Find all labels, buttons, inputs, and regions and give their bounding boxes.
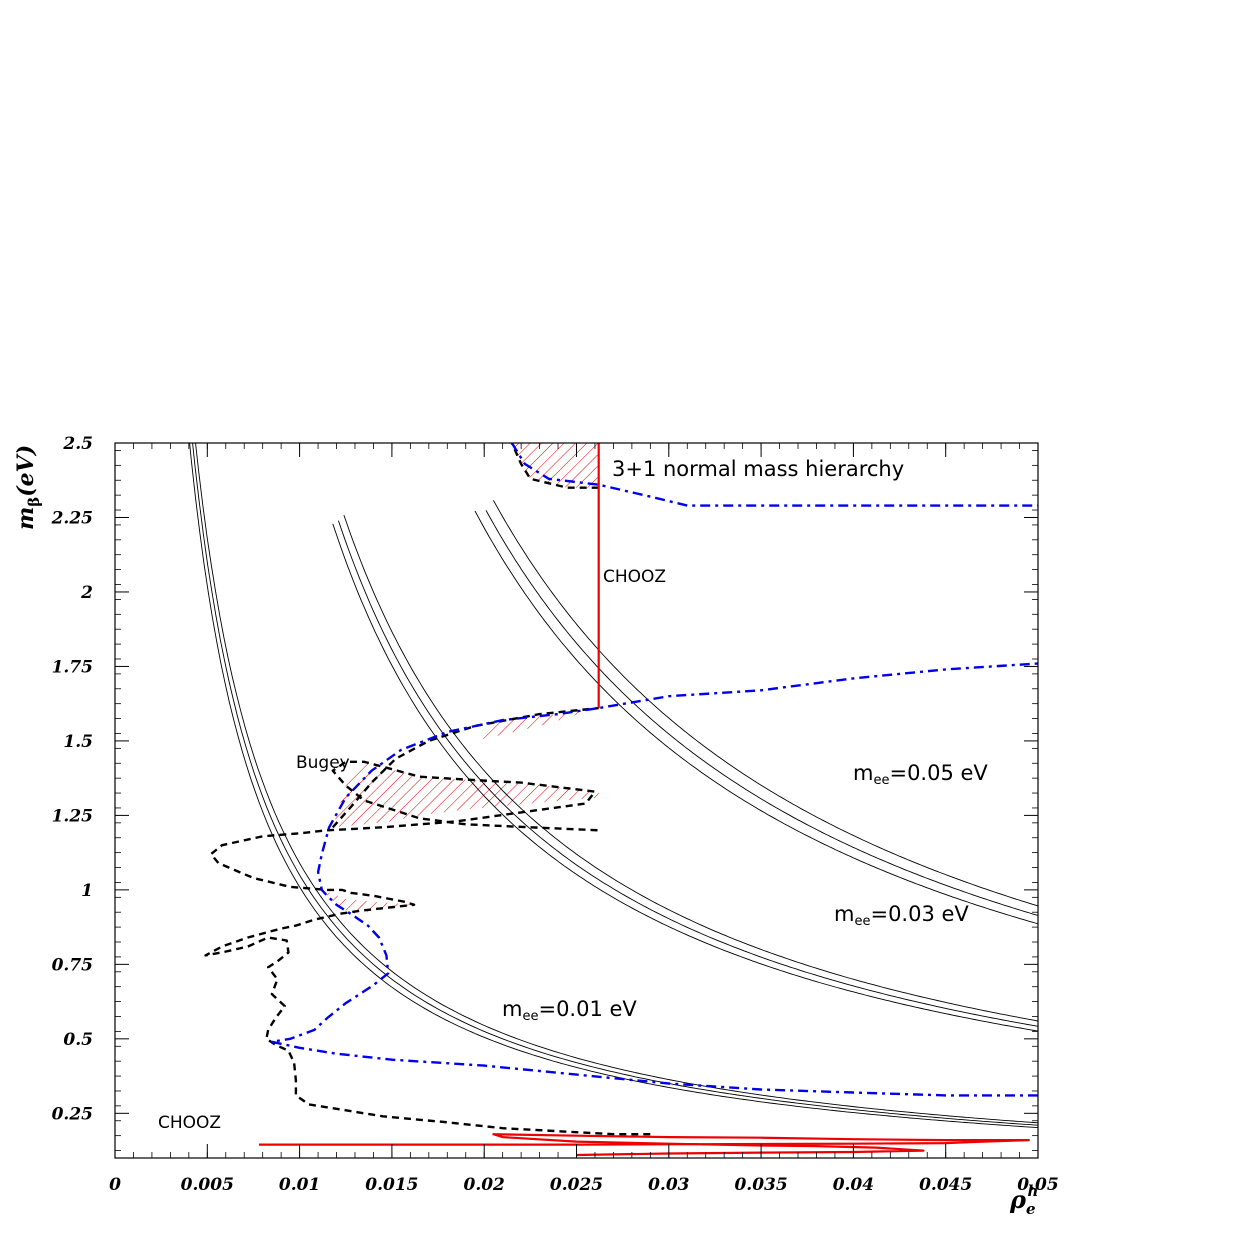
mee-band-line: [337, 520, 1038, 1027]
mee-005-m: m: [853, 761, 873, 785]
mee-band-line: [474, 510, 1038, 925]
mee-001-label: mee=0.01 eV: [502, 997, 637, 1024]
mee-001-sub: ee: [522, 1009, 538, 1024]
mee-band-line: [485, 510, 1038, 916]
mee-005-val: =0.05 eV: [889, 761, 988, 785]
x-axis-title: ρeh: [1009, 1182, 1038, 1218]
x-tick-label: 0.01: [279, 1175, 320, 1195]
mee-band-line: [332, 523, 1038, 1032]
x-axis-rho: ρ: [1009, 1185, 1027, 1214]
mee-003-sub: ee: [854, 914, 870, 929]
y-axis-sub: β: [25, 497, 43, 507]
y-tick-label: 1: [81, 881, 93, 901]
series-line: [510, 443, 1038, 507]
y-tick-label: 2: [80, 583, 93, 603]
y-tick-label: 1.5: [63, 732, 93, 752]
y-axis-m: m: [13, 507, 39, 530]
x-tick-label: 0.015: [365, 1175, 418, 1195]
y-tick-label: 0.75: [52, 955, 93, 975]
x-tick-label: 0.04: [833, 1175, 874, 1195]
mee-band-line: [189, 443, 1038, 1129]
hatched-regions: [321, 443, 599, 914]
y-tick-label: 0.25: [52, 1104, 93, 1124]
mee-001-m: m: [502, 997, 522, 1021]
mee-band-line: [192, 443, 1038, 1126]
mee-bands: [189, 443, 1038, 1129]
mee-003-m: m: [834, 902, 854, 926]
series-lines: [204, 443, 1038, 1157]
y-tick-label: 2.25: [51, 508, 93, 528]
mee-005-sub: ee: [873, 773, 889, 788]
series-line: [270, 662, 1038, 1097]
series-line: [259, 1133, 1030, 1157]
series-line: [331, 706, 599, 829]
x-tick-label: 0.03: [648, 1175, 690, 1195]
x-tick-label: 0.035: [734, 1175, 787, 1195]
chooz-upper-label: CHOOZ: [603, 567, 666, 587]
chart-title: 3+1 normal mass hierarchy: [612, 457, 904, 481]
y-tick-label: 0.5: [63, 1030, 93, 1050]
plot-frame: [114, 442, 1039, 1159]
x-tick-label: 0.02: [463, 1175, 505, 1195]
mee-band-line: [343, 514, 1038, 1022]
mee-003-label: mee=0.03 eV: [834, 902, 969, 929]
hatched-region-1.55: [475, 708, 599, 741]
chooz-lower-label: CHOOZ: [158, 1113, 221, 1133]
bugey-label: Bugey: [296, 753, 350, 773]
y-tick-label: 1.25: [52, 806, 93, 826]
x-tick-label: 0.05: [1017, 1175, 1058, 1195]
hatched-region-1.25: [332, 761, 599, 828]
y-axis-title: mβ(eV): [13, 445, 43, 530]
y-tick-label: 2.5: [62, 434, 93, 454]
mee-005-label: mee=0.05 eV: [853, 761, 988, 788]
x-axis-sub: e: [1026, 1200, 1036, 1218]
x-tick-label: 0: [109, 1175, 121, 1195]
mee-band-line: [493, 500, 1038, 907]
x-tick-label: 0.045: [919, 1175, 972, 1195]
axis-ticks: 0 0.005 0.01 0.015 0.02 0.025 0.03 0.035 0.04 0.0…: [51, 434, 1059, 1195]
y-tick-label: 1.75: [52, 657, 93, 677]
y-axis-unit: (eV): [13, 445, 39, 497]
x-tick-label: 0.025: [550, 1175, 603, 1195]
mee-003-val: =0.03 eV: [870, 902, 969, 926]
mee-001-val: =0.01 eV: [538, 997, 637, 1021]
x-tick-label: 0.005: [181, 1175, 234, 1195]
series-line: [204, 760, 651, 1136]
x-axis-sup: h: [1028, 1182, 1039, 1200]
